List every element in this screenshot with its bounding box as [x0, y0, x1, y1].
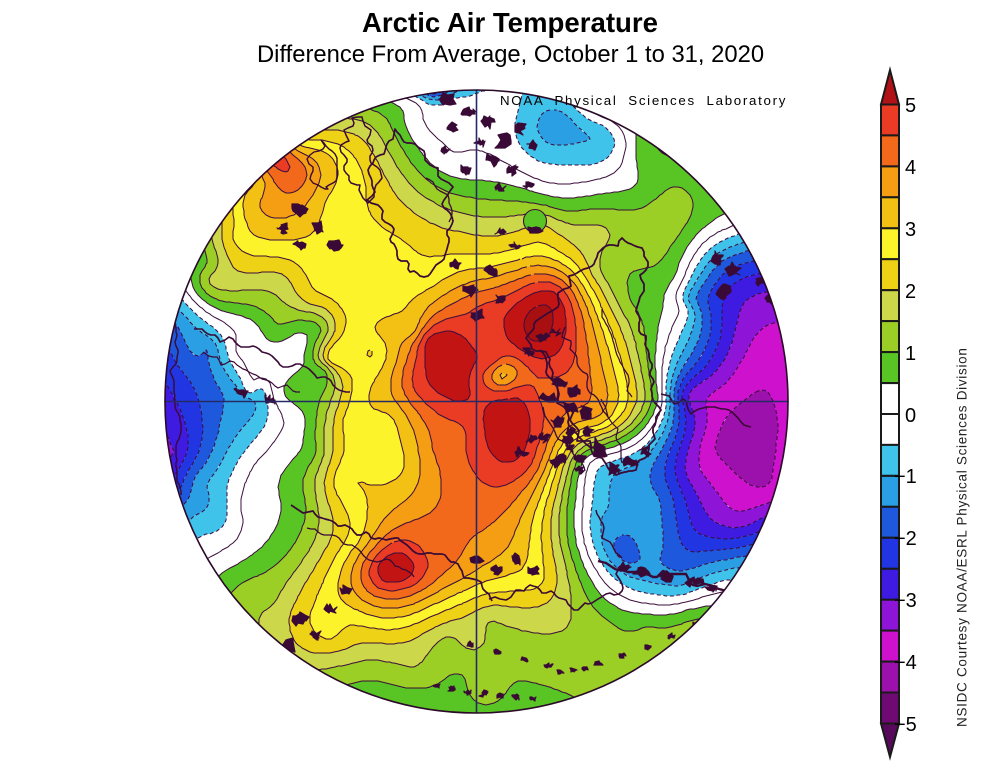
svg-text:−1: −1: [894, 466, 917, 488]
svg-text:0: 0: [905, 405, 916, 427]
svg-text:NOAA Physical Sciences Laborat: NOAA Physical Sciences Laboratory: [500, 93, 787, 108]
svg-text:5: 5: [905, 95, 916, 117]
svg-text:NSIDC Courtesy NOAA/ESRL Physi: NSIDC Courtesy NOAA/ESRL Physical Scienc…: [955, 347, 970, 727]
svg-text:−3: −3: [894, 590, 917, 612]
svg-text:3: 3: [905, 219, 916, 241]
svg-text:4: 4: [905, 157, 916, 179]
svg-text:−5: −5: [894, 714, 917, 736]
svg-text:−2: −2: [894, 528, 917, 550]
svg-text:1: 1: [905, 343, 916, 365]
svg-text:−4: −4: [894, 652, 917, 674]
svg-text:2: 2: [905, 281, 916, 303]
